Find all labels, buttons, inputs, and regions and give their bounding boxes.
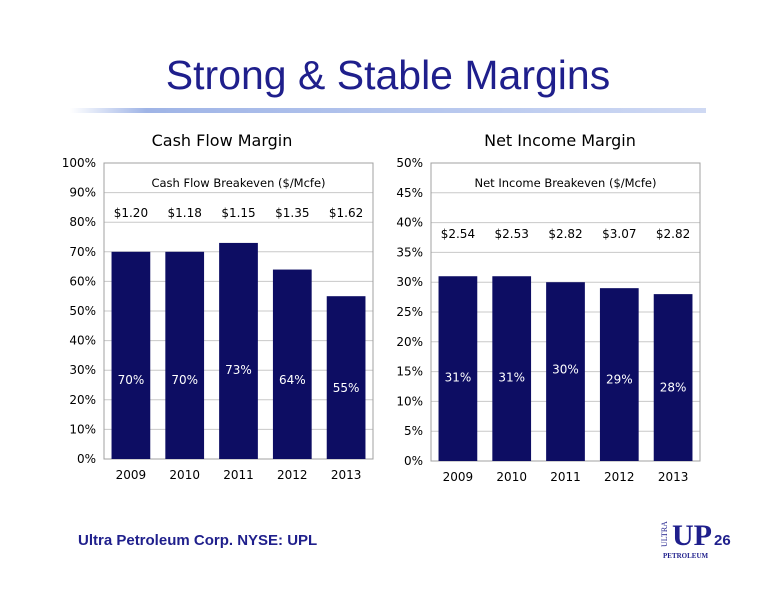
cash-flow-bar	[272, 269, 312, 459]
cash-flow-y-tick-label: 10%	[69, 422, 96, 436]
net-income-x-tick-label: 2011	[550, 470, 581, 484]
title-divider	[70, 108, 706, 113]
cash-flow-chart-title: Cash Flow Margin	[151, 131, 293, 150]
cash-flow-bar-data-label: 55%	[333, 381, 360, 395]
cash-flow-breakeven-value: $1.62	[329, 206, 363, 220]
cash-flow-x-tick-label: 2013	[331, 468, 362, 482]
net-income-y-tick-label: 15%	[396, 365, 423, 379]
net-income-x-tick-label: 2009	[443, 470, 474, 484]
cash-flow-bar-data-label: 70%	[171, 373, 198, 387]
cash-flow-y-tick-label: 60%	[69, 274, 96, 288]
cash-flow-y-tick-label: 30%	[69, 363, 96, 377]
net-income-x-tick-label: 2013	[658, 470, 689, 484]
net-income-y-tick-label: 45%	[396, 186, 423, 200]
net-income-y-tick-label: 5%	[404, 424, 423, 438]
ultra-petroleum-logo: ULTRA UP PETROLEUM	[660, 503, 712, 561]
net-income-bar	[653, 294, 693, 461]
cash-flow-bar-data-label: 73%	[225, 363, 252, 377]
cash-flow-x-tick-label: 2010	[169, 468, 200, 482]
net-income-chart-title: Net Income Margin	[484, 131, 636, 150]
cash-flow-bar-data-label: 70%	[118, 373, 145, 387]
net-income-x-tick-label: 2012	[604, 470, 635, 484]
net-income-y-tick-label: 25%	[396, 305, 423, 319]
net-income-bar	[546, 282, 585, 461]
cash-flow-y-tick-label: 70%	[69, 245, 96, 259]
net-income-y-tick-label: 20%	[396, 335, 423, 349]
net-income-bar	[599, 288, 639, 461]
cash-flow-bar	[165, 251, 205, 459]
net-income-bar-data-label: 29%	[606, 373, 633, 387]
cash-flow-y-tick-label: 40%	[69, 334, 96, 348]
cash-flow-y-tick-label: 0%	[77, 452, 96, 466]
net-income-y-tick-label: 30%	[396, 275, 423, 289]
cash-flow-y-tick-label: 80%	[69, 215, 96, 229]
net-income-breakeven-caption: Net Income Breakeven ($/Mcfe)	[475, 176, 657, 190]
cash-flow-bar	[219, 242, 258, 459]
net-income-y-tick-label: 10%	[396, 394, 423, 408]
cash-flow-x-tick-label: 2012	[277, 468, 308, 482]
cash-flow-bar-data-label: 64%	[279, 373, 306, 387]
cash-flow-breakeven-value: $1.35	[275, 206, 309, 220]
slide-title: Strong & Stable Margins	[165, 52, 611, 98]
net-income-breakeven-value: $2.54	[441, 227, 475, 241]
cash-flow-breakeven-value: $1.20	[114, 206, 148, 220]
footer-company: Ultra Petroleum Corp. NYSE: UPL	[78, 532, 318, 549]
logo-text-ultra: ULTRA	[660, 521, 669, 547]
net-income-breakeven-value: $2.82	[656, 227, 690, 241]
cash-flow-y-tick-label: 50%	[69, 304, 96, 318]
cash-flow-y-tick-label: 20%	[69, 393, 96, 407]
cash-flow-breakeven-value: $1.15	[221, 206, 255, 220]
net-income-breakeven-value: $2.53	[495, 227, 529, 241]
net-income-bar	[438, 276, 478, 461]
net-income-breakeven-value: $2.82	[548, 227, 582, 241]
logo-text-petroleum: PETROLEUM	[663, 552, 709, 560]
cash-flow-bar	[326, 296, 366, 459]
net-income-bar-data-label: 31%	[498, 371, 525, 385]
page-number: 26	[714, 532, 731, 549]
cash-flow-x-tick-label: 2009	[116, 468, 147, 482]
net-income-x-tick-label: 2010	[496, 470, 527, 484]
net-income-y-tick-label: 50%	[396, 156, 423, 170]
logo-text-up: UP	[672, 519, 712, 552]
net-income-bar-data-label: 28%	[660, 381, 687, 395]
cash-flow-y-tick-label: 100%	[62, 156, 96, 170]
net-income-bar	[492, 276, 532, 461]
net-income-y-tick-label: 0%	[404, 454, 423, 468]
cash-flow-x-tick-label: 2011	[223, 468, 254, 482]
net-income-y-tick-label: 35%	[396, 245, 423, 259]
net-income-y-tick-label: 40%	[396, 216, 423, 230]
net-income-bar-data-label: 30%	[552, 363, 579, 377]
cash-flow-breakeven-value: $1.18	[168, 206, 202, 220]
net-income-bar-data-label: 31%	[445, 371, 472, 385]
net-income-breakeven-value: $3.07	[602, 227, 636, 241]
cash-flow-breakeven-caption: Cash Flow Breakeven ($/Mcfe)	[151, 176, 325, 190]
cash-flow-y-tick-label: 90%	[69, 186, 96, 200]
cash-flow-bar	[111, 251, 151, 459]
